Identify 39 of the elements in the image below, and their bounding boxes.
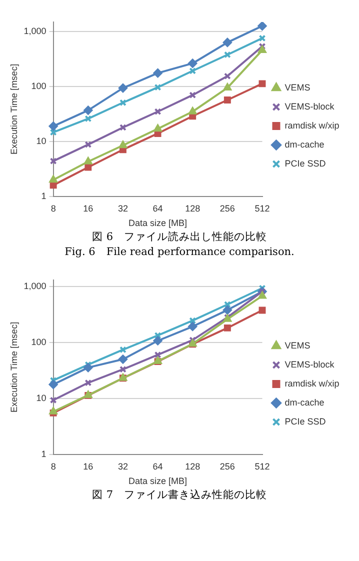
y-axis-title: Execution Time [msec]	[8, 64, 19, 154]
legend-label: dm-cache	[284, 397, 324, 408]
legend-label: VEMS	[284, 340, 310, 350]
y-tick-label: 100	[31, 336, 46, 347]
x-tick-label: 64	[152, 461, 163, 472]
legend-label: PCIe SSD	[284, 416, 326, 426]
x-tick-label: 8	[50, 461, 56, 472]
x-tick-label: 8	[50, 203, 56, 214]
legend-label: dm-cache	[284, 139, 324, 150]
y-tick-label: 1	[41, 190, 46, 201]
legend-label: VEMS-block	[284, 101, 335, 112]
caption: 図 7 ファイル書き込み性能の比較	[90, 488, 268, 503]
y-tick-label: 1,000	[24, 280, 46, 291]
x-tick-label: 16	[83, 461, 94, 472]
x-tick-label: 32	[118, 203, 128, 214]
y-tick-label: 10	[36, 392, 46, 403]
y-tick-label: 1,000	[24, 26, 46, 36]
x-tick-label: 128	[185, 203, 200, 214]
x-tick-label: 512	[254, 203, 270, 214]
caption: Fig. 6 File read performance comparison.	[64, 245, 296, 260]
y-tick-label: 100	[31, 81, 46, 92]
x-tick-label: 512	[254, 461, 270, 472]
x-tick-label: 256	[220, 461, 235, 472]
legend-label: ramdisk w/xip	[284, 120, 340, 130]
caption: 図 6 ファイル読み出し性能の比較	[90, 230, 268, 245]
x-axis-title: Data size [MB]	[128, 476, 188, 486]
x-tick-label: 16	[83, 203, 94, 214]
legend-label: ramdisk w/xip	[284, 378, 340, 388]
y-axis-title: Execution Time [msec]	[8, 322, 19, 412]
y-tick-label: 1	[41, 448, 46, 459]
y-tick-label: 10	[36, 136, 46, 146]
x-axis-title: Data size [MB]	[128, 218, 188, 228]
legend-label: PCIe SSD	[284, 158, 326, 168]
legend-label: VEMS-block	[284, 359, 335, 370]
legend-label: VEMS	[284, 82, 310, 92]
x-tick-label: 64	[152, 203, 163, 214]
x-tick-label: 32	[118, 461, 128, 472]
x-tick-label: 256	[220, 203, 235, 214]
x-tick-label: 128	[185, 461, 200, 472]
